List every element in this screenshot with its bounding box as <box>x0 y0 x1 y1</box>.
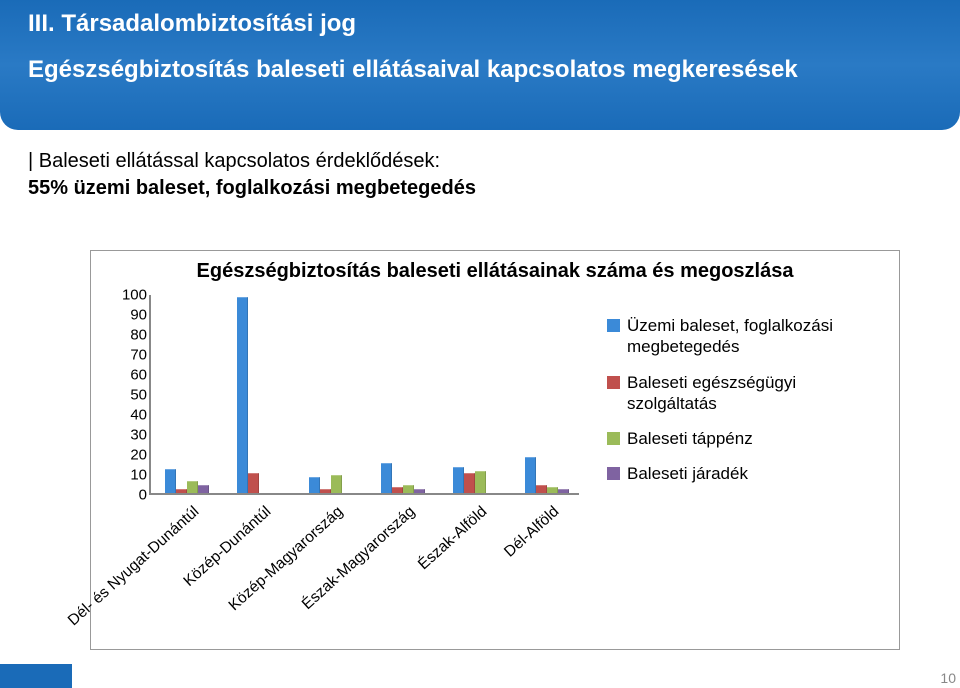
bar <box>331 475 342 493</box>
page-section-title: III. Társadalombiztosítási jog <box>28 10 932 38</box>
bar <box>558 489 569 493</box>
ytick-label: 70 <box>130 347 151 364</box>
legend-label: Baleseti járadék <box>627 463 748 484</box>
bar <box>547 487 558 493</box>
bar <box>453 467 464 493</box>
ytick-label: 40 <box>130 407 151 424</box>
xtick-label: Közép-Magyarország <box>209 503 347 630</box>
body-line1-suffix: dések: <box>381 150 440 172</box>
bar <box>464 473 475 493</box>
xtick-label: Észak-Magyarország <box>281 503 419 630</box>
chart-legend: Üzemi baleset, foglalkozási megbetegedés… <box>601 287 899 617</box>
legend-label: Baleseti egészségügyi szolgáltatás <box>627 372 889 415</box>
legend-swatch <box>607 432 620 445</box>
bar <box>320 489 331 493</box>
xtick-label: Dél-Alföld <box>425 503 563 630</box>
ytick-label: 20 <box>130 447 151 464</box>
bar <box>198 485 209 493</box>
legend-item: Baleseti egészségügyi szolgáltatás <box>607 372 889 415</box>
bar <box>165 469 176 493</box>
legend-swatch <box>607 376 620 389</box>
corner-accent <box>0 664 72 688</box>
bar <box>176 489 187 493</box>
legend-item: Üzemi baleset, foglalkozási megbetegedés <box>607 315 889 358</box>
bar <box>536 485 547 493</box>
body-line2: 55% üzemi baleset, foglalkozási megbeteg… <box>28 177 476 199</box>
body-line1-prefix: | Baleseti ellátással kapcsolatos érdekl <box>28 150 370 172</box>
xtick-label: Észak-Alföld <box>353 503 491 630</box>
bar <box>475 471 486 493</box>
bar <box>525 457 536 493</box>
bar <box>392 487 403 493</box>
bar <box>414 489 425 493</box>
bar <box>381 463 392 493</box>
ytick-label: 50 <box>130 387 151 404</box>
chart-card: Egészségbiztosítás baleseti ellátásainak… <box>90 250 900 650</box>
ytick-label: 90 <box>130 307 151 324</box>
ytick-label: 10 <box>130 467 151 484</box>
bar <box>187 481 198 493</box>
chart-plot: 0102030405060708090100 Dél- és Nyugat-Du… <box>91 287 601 617</box>
bar <box>403 485 414 493</box>
bar <box>237 297 248 493</box>
ytick-label: 100 <box>122 287 151 304</box>
legend-item: Baleseti táppénz <box>607 428 889 449</box>
xtick-label: Dél- és Nyugat-Dunántúl <box>65 503 203 630</box>
chart-plot-area: 0102030405060708090100 <box>149 295 579 495</box>
ytick-label: 80 <box>130 327 151 344</box>
legend-label: Baleseti táppénz <box>627 428 753 449</box>
ytick-label: 30 <box>130 427 151 444</box>
ytick-label: 60 <box>130 367 151 384</box>
legend-item: Baleseti járadék <box>607 463 889 484</box>
chart-title: Egészségbiztosítás baleseti ellátásainak… <box>91 251 899 287</box>
legend-swatch <box>607 319 620 332</box>
bar <box>309 477 320 493</box>
header-band: III. Társadalombiztosítási jog Egészségb… <box>0 0 960 130</box>
legend-label: Üzemi baleset, foglalkozási megbetegedés <box>627 315 889 358</box>
bar <box>248 473 259 493</box>
body-text: | Baleseti ellátással kapcsolatos érdekl… <box>28 148 476 202</box>
ytick-label: 0 <box>139 487 151 504</box>
page-number: 10 <box>940 670 956 686</box>
page-subtitle: Egészségbiztosítás baleseti ellátásaival… <box>28 56 932 84</box>
legend-swatch <box>607 467 620 480</box>
body-line1-odoubleacute: ő <box>370 150 381 172</box>
xtick-label: Közép-Dunántúl <box>137 503 275 630</box>
